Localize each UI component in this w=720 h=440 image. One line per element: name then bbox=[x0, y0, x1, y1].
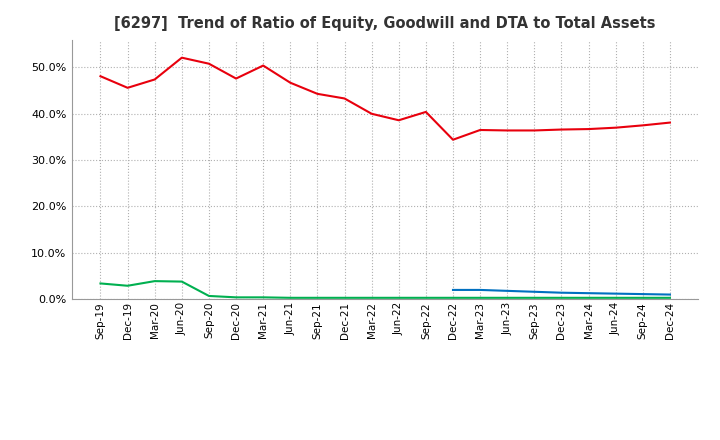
Equity bbox=[313, 91, 322, 96]
Equity bbox=[476, 127, 485, 132]
Equity bbox=[150, 77, 159, 82]
Equity bbox=[96, 73, 105, 79]
Deferred Tax Assets bbox=[395, 295, 403, 301]
Deferred Tax Assets bbox=[449, 295, 457, 301]
Title: [6297]  Trend of Ratio of Equity, Goodwill and DTA to Total Assets: [6297] Trend of Ratio of Equity, Goodwil… bbox=[114, 16, 656, 32]
Deferred Tax Assets bbox=[150, 279, 159, 284]
Equity bbox=[530, 128, 539, 133]
Deferred Tax Assets bbox=[341, 295, 349, 301]
Equity bbox=[503, 128, 511, 133]
Deferred Tax Assets bbox=[259, 295, 268, 300]
Equity bbox=[665, 120, 674, 125]
Deferred Tax Assets bbox=[476, 295, 485, 301]
Equity bbox=[395, 117, 403, 123]
Equity bbox=[232, 76, 240, 81]
Equity bbox=[286, 80, 294, 85]
Deferred Tax Assets bbox=[286, 295, 294, 301]
Equity bbox=[259, 63, 268, 68]
Deferred Tax Assets bbox=[232, 295, 240, 300]
Goodwill bbox=[611, 291, 620, 296]
Deferred Tax Assets bbox=[313, 295, 322, 301]
Deferred Tax Assets bbox=[123, 283, 132, 288]
Equity bbox=[204, 61, 213, 66]
Goodwill bbox=[584, 290, 593, 296]
Line: Deferred Tax Assets: Deferred Tax Assets bbox=[101, 281, 670, 298]
Equity bbox=[639, 123, 647, 128]
Goodwill bbox=[665, 292, 674, 297]
Equity bbox=[367, 111, 376, 117]
Deferred Tax Assets bbox=[503, 295, 511, 301]
Goodwill bbox=[557, 290, 566, 295]
Deferred Tax Assets bbox=[96, 281, 105, 286]
Equity bbox=[421, 109, 430, 114]
Equity bbox=[123, 85, 132, 91]
Equity bbox=[449, 137, 457, 143]
Equity bbox=[557, 127, 566, 132]
Deferred Tax Assets bbox=[421, 295, 430, 301]
Deferred Tax Assets bbox=[557, 295, 566, 301]
Goodwill bbox=[476, 287, 485, 293]
Line: Goodwill: Goodwill bbox=[453, 290, 670, 294]
Equity bbox=[584, 126, 593, 132]
Goodwill bbox=[503, 288, 511, 293]
Goodwill bbox=[639, 291, 647, 297]
Deferred Tax Assets bbox=[367, 295, 376, 301]
Equity bbox=[611, 125, 620, 130]
Deferred Tax Assets bbox=[639, 295, 647, 301]
Goodwill bbox=[449, 287, 457, 293]
Deferred Tax Assets bbox=[530, 295, 539, 301]
Deferred Tax Assets bbox=[178, 279, 186, 284]
Deferred Tax Assets bbox=[204, 293, 213, 299]
Deferred Tax Assets bbox=[611, 295, 620, 301]
Deferred Tax Assets bbox=[665, 295, 674, 301]
Deferred Tax Assets bbox=[584, 295, 593, 301]
Equity bbox=[178, 55, 186, 60]
Equity bbox=[341, 96, 349, 101]
Line: Equity: Equity bbox=[101, 58, 670, 140]
Goodwill bbox=[530, 289, 539, 294]
